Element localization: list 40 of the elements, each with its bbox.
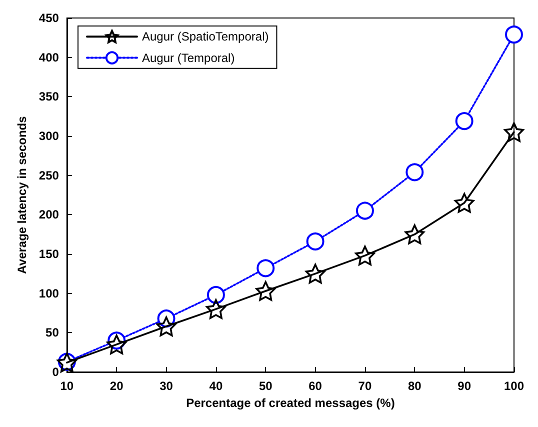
x-tick-label: 30	[160, 379, 174, 393]
y-tick-label: 50	[46, 326, 60, 340]
point	[455, 112, 474, 130]
point	[505, 26, 523, 44]
y-tick-label: 200	[38, 208, 60, 222]
y-tick-label: 350	[38, 90, 60, 104]
x-tick-label: 60	[308, 379, 322, 393]
x-tick-label: 90	[458, 379, 472, 393]
x-axis-title: Percentage of created messages (%)	[186, 396, 395, 410]
y-tick-label: 150	[38, 247, 60, 261]
y-tick-label: 100	[38, 286, 60, 300]
point	[306, 232, 324, 250]
point	[206, 299, 226, 319]
y-tick-label: 0	[52, 365, 60, 379]
point	[256, 281, 276, 301]
legend-label: Augur (SpatioTemporal)	[142, 30, 269, 44]
point	[305, 264, 326, 284]
point	[454, 192, 474, 213]
point	[355, 246, 375, 266]
x-tick-label: 10	[60, 379, 74, 393]
point	[406, 163, 424, 182]
y-tick-label: 250	[38, 168, 60, 182]
y-tick-label: 300	[38, 129, 60, 143]
point	[356, 202, 374, 220]
x-tick-label: 20	[110, 379, 124, 393]
point	[156, 316, 176, 336]
point	[256, 259, 275, 278]
y-tick-label: 450	[38, 11, 60, 25]
x-tick-label: 40	[209, 379, 223, 393]
x-tick-label: 80	[408, 379, 422, 393]
point	[404, 224, 425, 244]
point	[106, 334, 126, 354]
legend-label: Augur (Temporal)	[142, 50, 235, 65]
x-tick-label: 100	[504, 379, 524, 393]
point	[206, 286, 225, 304]
y-axis-title: Average latency in seconds	[15, 116, 29, 274]
x-tick-label: 50	[258, 379, 273, 393]
point	[504, 122, 524, 142]
x-tick-label: 70	[358, 379, 372, 393]
y-tick-label: 400	[38, 50, 60, 64]
